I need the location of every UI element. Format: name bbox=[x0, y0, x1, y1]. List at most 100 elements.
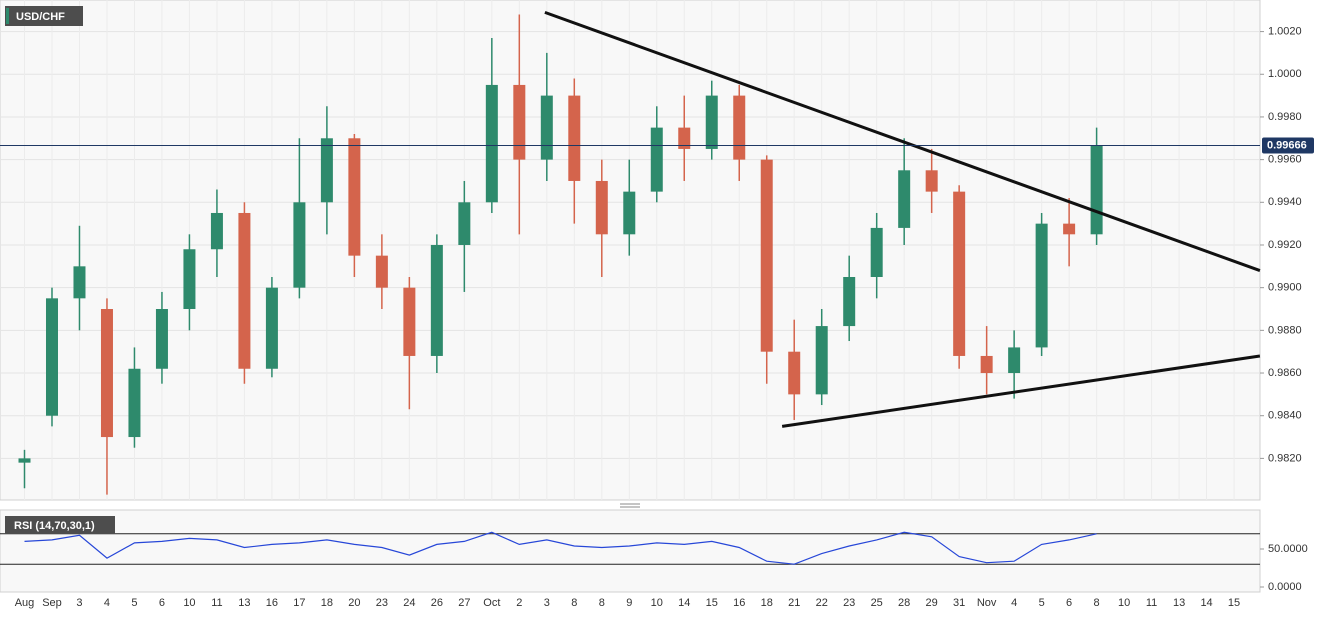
x-tick-label: 10 bbox=[183, 597, 195, 609]
candle-body bbox=[650, 127, 663, 192]
candle-body bbox=[458, 202, 471, 245]
x-tick-label: 16 bbox=[266, 597, 278, 609]
candle-body bbox=[183, 249, 196, 310]
trendline bbox=[781, 354, 1261, 428]
x-tick-label: 21 bbox=[788, 597, 800, 609]
x-tick-label: 23 bbox=[843, 597, 855, 609]
x-tick-label: 6 bbox=[159, 597, 165, 609]
x-tick-label: 25 bbox=[871, 597, 883, 609]
candle-body bbox=[485, 84, 498, 203]
y-tick-label: 0.9900 bbox=[1268, 282, 1302, 294]
x-tick-label: 27 bbox=[458, 597, 470, 609]
rsi-panel bbox=[0, 509, 1261, 593]
candle-body bbox=[568, 95, 581, 181]
candle-body bbox=[513, 84, 526, 160]
candle-body bbox=[73, 266, 86, 299]
candle-body bbox=[898, 170, 911, 228]
candle-body bbox=[18, 458, 31, 463]
symbol-label: USD/CHF bbox=[16, 11, 65, 23]
x-tick-label: 29 bbox=[926, 597, 938, 609]
indicator-label: RSI (14,70,30,1) bbox=[14, 520, 95, 532]
x-tick-label: Oct bbox=[483, 597, 500, 609]
x-tick-label: 18 bbox=[321, 597, 333, 609]
x-tick-label: 9 bbox=[626, 597, 632, 609]
x-tick-label: 22 bbox=[816, 597, 828, 609]
y-tick-label: 0.9980 bbox=[1268, 111, 1302, 123]
candle-body bbox=[540, 95, 553, 160]
x-tick-label: 14 bbox=[678, 597, 690, 609]
x-tick-label: 8 bbox=[599, 597, 605, 609]
x-tick-label: 14 bbox=[1200, 597, 1212, 609]
last-price-box bbox=[1262, 137, 1314, 154]
panel-divider[interactable] bbox=[620, 503, 640, 508]
y-tick-label: 0.9840 bbox=[1268, 410, 1302, 422]
x-tick-label: 11 bbox=[1146, 597, 1157, 609]
indicator-box bbox=[5, 516, 115, 534]
y-tick-label: 0.9940 bbox=[1268, 196, 1302, 208]
x-tick-label: 8 bbox=[1094, 597, 1100, 609]
candle-body bbox=[100, 309, 113, 438]
x-tick-label: 24 bbox=[403, 597, 415, 609]
rsi-line bbox=[24, 531, 1097, 565]
x-tick-label: 13 bbox=[238, 597, 250, 609]
symbol-box bbox=[5, 6, 83, 26]
candle-body bbox=[1035, 223, 1048, 348]
x-tick-label: 20 bbox=[348, 597, 360, 609]
candle-body bbox=[843, 276, 856, 327]
candle-body bbox=[705, 95, 718, 149]
x-tick-label: 23 bbox=[376, 597, 388, 609]
candle-body bbox=[980, 355, 993, 374]
candle-body bbox=[293, 202, 306, 288]
candle-body bbox=[733, 95, 746, 160]
x-tick-label: 13 bbox=[1173, 597, 1185, 609]
x-tick-label: 6 bbox=[1066, 597, 1072, 609]
x-tick-label: 10 bbox=[1118, 597, 1130, 609]
x-tick-label: 15 bbox=[706, 597, 718, 609]
candle-body bbox=[925, 170, 938, 192]
candle-body bbox=[155, 309, 168, 369]
symbol-accent bbox=[6, 8, 9, 24]
y-tick-label: 0.0000 bbox=[1268, 581, 1302, 593]
candle-body bbox=[1063, 223, 1076, 235]
candle-body bbox=[320, 138, 333, 203]
candle-body bbox=[128, 368, 141, 438]
candle-body bbox=[953, 191, 966, 356]
x-tick-label: 5 bbox=[1039, 597, 1045, 609]
candle-body bbox=[430, 244, 443, 356]
y-tick-label: 0.9860 bbox=[1268, 367, 1302, 379]
candle-body bbox=[403, 287, 416, 356]
y-tick-label: 0.9960 bbox=[1268, 154, 1302, 166]
candle-body bbox=[623, 191, 636, 235]
candle-body bbox=[870, 227, 883, 277]
candle-body bbox=[815, 326, 828, 395]
y-tick-label: 1.0020 bbox=[1268, 25, 1302, 37]
x-tick-label: 8 bbox=[571, 597, 577, 609]
x-tick-label: 11 bbox=[211, 597, 222, 609]
x-tick-label: 5 bbox=[131, 597, 137, 609]
candle-body bbox=[1090, 145, 1103, 235]
candle-body bbox=[678, 127, 691, 149]
candle-body bbox=[788, 351, 801, 395]
x-tick-label: 28 bbox=[898, 597, 910, 609]
y-tick-label: 0.9820 bbox=[1268, 452, 1302, 464]
last-price-label: 0.99666 bbox=[1267, 139, 1307, 151]
candle-body bbox=[375, 255, 388, 288]
x-tick-label: Aug bbox=[15, 597, 35, 609]
x-tick-label: 3 bbox=[544, 597, 550, 609]
candle-body bbox=[210, 212, 223, 250]
x-tick-label: 4 bbox=[104, 597, 110, 609]
x-tick-label: 31 bbox=[953, 597, 965, 609]
x-tick-label: 16 bbox=[733, 597, 745, 609]
candle-body bbox=[265, 287, 278, 369]
y-tick-label: 1.0000 bbox=[1268, 68, 1302, 80]
x-tick-label: 17 bbox=[293, 597, 305, 609]
candle-body bbox=[238, 212, 251, 369]
candle-body bbox=[348, 138, 361, 256]
x-tick-label: 15 bbox=[1228, 597, 1240, 609]
x-tick-label: Sep bbox=[42, 597, 62, 609]
candle-body bbox=[45, 298, 58, 416]
x-tick-label: 18 bbox=[761, 597, 773, 609]
y-tick-label: 0.9880 bbox=[1268, 324, 1302, 336]
